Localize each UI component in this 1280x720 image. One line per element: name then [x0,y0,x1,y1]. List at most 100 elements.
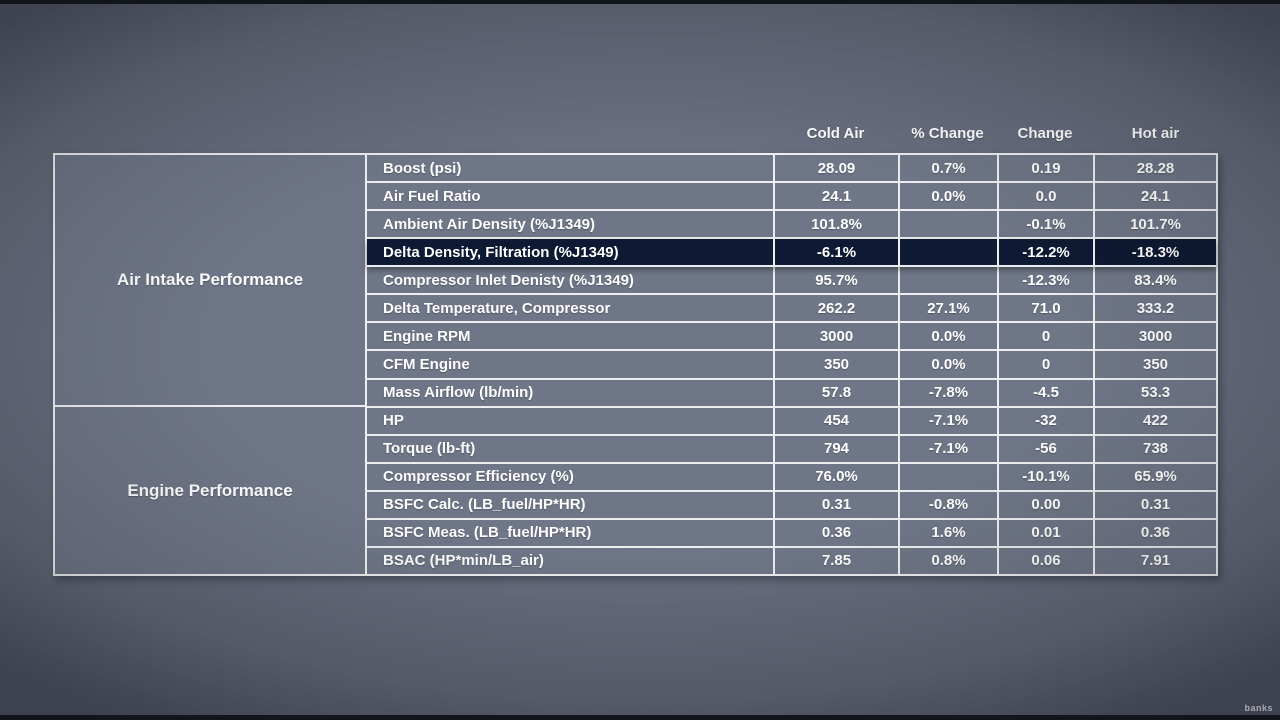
cell-hot-air: 83.4% [1134,271,1177,289]
cell-hot-air: 24.1 [1140,187,1171,205]
table-row-engine-rpm: Engine RPM 3000 0.0% 0 3000 [367,323,1216,352]
cell-cold-air: 101.8% [775,211,900,238]
cell-pct-change: -0.8% [900,491,999,518]
table-row-delta-density-highlighted: Delta Density, Filtration (%J1349) -6.1%… [367,239,1216,268]
cell-pct-change: 0.7% [900,155,999,182]
cell-pct-change: 0.0% [900,351,999,378]
row-label: BSAC (HP*min/LB_air) [367,547,775,574]
cell-hot-air: 7.91 [1140,552,1171,570]
cell-pct-change: 1.6% [900,519,999,546]
cell-change: 0.06 [999,547,1095,574]
performance-table: Air Intake Performance Engine Performanc… [53,153,1218,576]
cell-cold-air: 24.1 [775,183,900,210]
row-label: BSFC Calc. (LB_fuel/HP*HR) [367,491,775,518]
cell-pct-change: 0.8% [900,547,999,574]
cell-cold-air: 350 [775,351,900,378]
cell-hot-air: 333.2 [1136,299,1175,317]
banks-logo-watermark: banks [1244,703,1273,713]
row-label: BSFC Meas. (LB_fuel/HP*HR) [367,519,775,546]
column-header-cold-air: Cold Air [806,124,865,142]
cell-change: -0.1% [999,211,1095,238]
table-row-mass-airflow: Mass Airflow (lb/min) 57.8 -7.8% -4.5 53… [367,379,1216,408]
cell-cold-air: 0.31 [775,491,900,518]
table-row-bsfc-calc: BSFC Calc. (LB_fuel/HP*HR) 0.31 -0.8% 0.… [367,491,1216,520]
cell-cold-air: -6.1% [775,239,900,266]
cell-hot-air: 53.3 [1140,384,1171,402]
cell-change: -10.1% [999,463,1095,490]
cell-change: 0.0 [999,183,1095,210]
cell-hot-air: 350 [1142,355,1169,373]
row-label: Delta Density, Filtration (%J1349) [367,239,775,266]
cell-hot-air: 3000 [1138,327,1173,345]
table-row-air-fuel-ratio: Air Fuel Ratio 24.1 0.0% 0.0 24.1 [367,183,1216,212]
group-label-engine: Engine Performance [55,407,365,574]
table-row-hp: HP 454 -7.1% -32 422 [367,407,1216,436]
column-header-pct-change: % Change [911,124,984,142]
cell-change: -56 [999,435,1095,462]
cell-cold-air: 262.2 [775,295,900,322]
row-label: Engine RPM [367,323,775,350]
cell-change: 0.19 [999,155,1095,182]
cell-hot-air: 65.9% [1134,468,1177,486]
cell-pct-change: 27.1% [900,295,999,322]
cell-change: -4.5 [999,379,1095,406]
table-row-bsfc-meas: BSFC Meas. (LB_fuel/HP*HR) 0.36 1.6% 0.0… [367,519,1216,548]
row-label: Boost (psi) [367,155,775,182]
table-row-torque: Torque (lb-ft) 794 -7.1% -56 738 [367,435,1216,464]
row-label: Compressor Inlet Denisty (%J1349) [367,267,775,294]
table-row-boost: Boost (psi) 28.09 0.7% 0.19 28.28 [367,155,1216,184]
cell-hot-air: 101.7% [1130,215,1181,233]
cell-pct-change: -7.1% [900,435,999,462]
cell-change: -32 [999,407,1095,434]
row-label: Air Fuel Ratio [367,183,775,210]
cell-hot-air: 28.28 [1136,159,1175,177]
cell-cold-air: 28.09 [775,155,900,182]
cell-cold-air: 794 [775,435,900,462]
table-row-delta-temperature: Delta Temperature, Compressor 262.2 27.1… [367,295,1216,324]
table-row-bsac: BSAC (HP*min/LB_air) 7.85 0.8% 0.06 7.91 [367,547,1216,574]
cell-pct-change: 0.0% [900,323,999,350]
cell-hot-air: 0.36 [1140,524,1171,542]
row-label: Delta Temperature, Compressor [367,295,775,322]
row-label: Mass Airflow (lb/min) [367,379,775,406]
cell-pct-change [900,463,999,490]
row-label: Torque (lb-ft) [367,435,775,462]
table-column-headers: Cold Air % Change Change Hot air [773,118,1218,148]
cell-cold-air: 0.36 [775,519,900,546]
cell-pct-change [900,239,999,266]
table-row-cfm-engine: CFM Engine 350 0.0% 0 350 [367,351,1216,380]
cell-pct-change [900,211,999,238]
cell-change: -12.2% [999,239,1095,266]
row-label: Compressor Efficiency (%) [367,463,775,490]
row-label: HP [367,407,775,434]
group-label-air-intake: Air Intake Performance [55,155,365,408]
cell-cold-air: 454 [775,407,900,434]
cell-cold-air: 95.7% [775,267,900,294]
cell-pct-change [900,267,999,294]
cell-cold-air: 7.85 [775,547,900,574]
letterbox-bar-bottom [0,715,1280,720]
cell-pct-change: -7.1% [900,407,999,434]
letterbox-bar-top [0,0,1280,4]
column-header-hot-air: Hot air [1131,124,1180,142]
cell-change: -12.3% [999,267,1095,294]
table-rows: Boost (psi) 28.09 0.7% 0.19 28.28 Air Fu… [367,155,1216,574]
row-group-column: Air Intake Performance Engine Performanc… [55,155,367,574]
table-row-compressor-inlet-density: Compressor Inlet Denisty (%J1349) 95.7% … [367,267,1216,296]
table-row-ambient-air-density: Ambient Air Density (%J1349) 101.8% -0.1… [367,211,1216,240]
cell-cold-air: 3000 [775,323,900,350]
cell-change: 0 [999,351,1095,378]
cell-change: 0 [999,323,1095,350]
table-row-compressor-efficiency: Compressor Efficiency (%) 76.0% -10.1% 6… [367,463,1216,492]
cell-hot-air: 422 [1142,412,1169,430]
cell-cold-air: 76.0% [775,463,900,490]
cell-pct-change: 0.0% [900,183,999,210]
cell-cold-air: 57.8 [775,379,900,406]
column-header-change: Change [1017,124,1073,142]
cell-hot-air: -18.3% [1131,243,1180,261]
cell-change: 0.01 [999,519,1095,546]
cell-change: 0.00 [999,491,1095,518]
cell-change: 71.0 [999,295,1095,322]
row-label: Ambient Air Density (%J1349) [367,211,775,238]
